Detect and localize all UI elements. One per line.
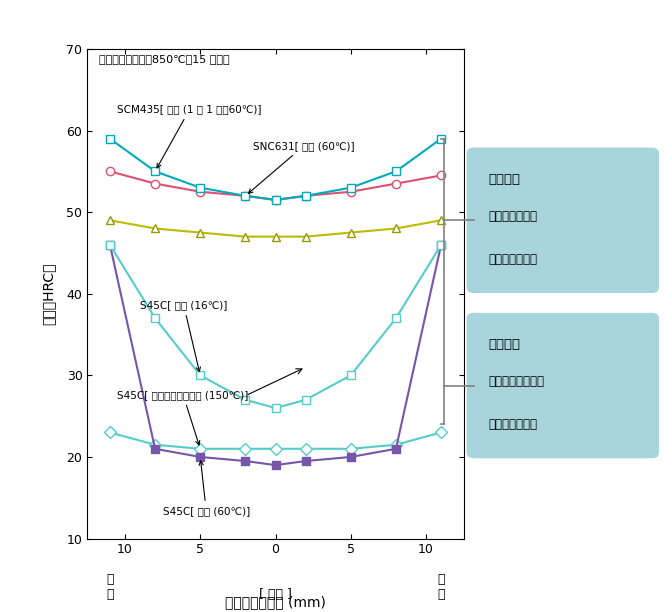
Y-axis label: 硬さ（HRC）: 硬さ（HRC）: [42, 263, 55, 325]
FancyBboxPatch shape: [466, 313, 659, 458]
Text: S45C[ 硝酸系ソルト冷却 (150℃)]: S45C[ 硝酸系ソルト冷却 (150℃)]: [118, 390, 249, 445]
Text: S45C[ 油冷 (60℃)]: S45C[ 油冷 (60℃)]: [163, 461, 250, 516]
Text: 表
面: 表 面: [106, 573, 114, 601]
Text: 表
面: 表 面: [437, 573, 445, 601]
FancyBboxPatch shape: [466, 147, 659, 293]
Text: SCM435[ 油冷 (1 種 1 号、60℃)]: SCM435[ 油冷 (1 種 1 号、60℃)]: [118, 104, 262, 168]
Text: SNC631[ 油冷 (60℃)]: SNC631[ 油冷 (60℃)]: [249, 141, 355, 193]
Text: ・冷却剤の影響: ・冷却剤の影響: [488, 253, 537, 266]
Text: S45C[ 水冷 (16℃)]: S45C[ 水冷 (16℃)]: [140, 300, 227, 371]
Text: 表面硬さ: 表面硬さ: [488, 173, 520, 186]
Text: ・炭素量の影響: ・炭素量の影響: [488, 209, 537, 223]
Text: [ 中心 ]: [ 中心 ]: [259, 588, 292, 600]
X-axis label: 中心からの距離 (mm): 中心からの距離 (mm): [225, 595, 326, 610]
Text: 内部硬さ: 内部硬さ: [488, 338, 520, 351]
Text: 焼入加熱：塩浴、850℃、15 分保持: 焼入加熱：塩浴、850℃、15 分保持: [99, 54, 229, 64]
Text: ・合金元素の影響: ・合金元素の影響: [488, 375, 544, 388]
Text: ・冷却剤の影響: ・冷却剤の影響: [488, 418, 537, 431]
